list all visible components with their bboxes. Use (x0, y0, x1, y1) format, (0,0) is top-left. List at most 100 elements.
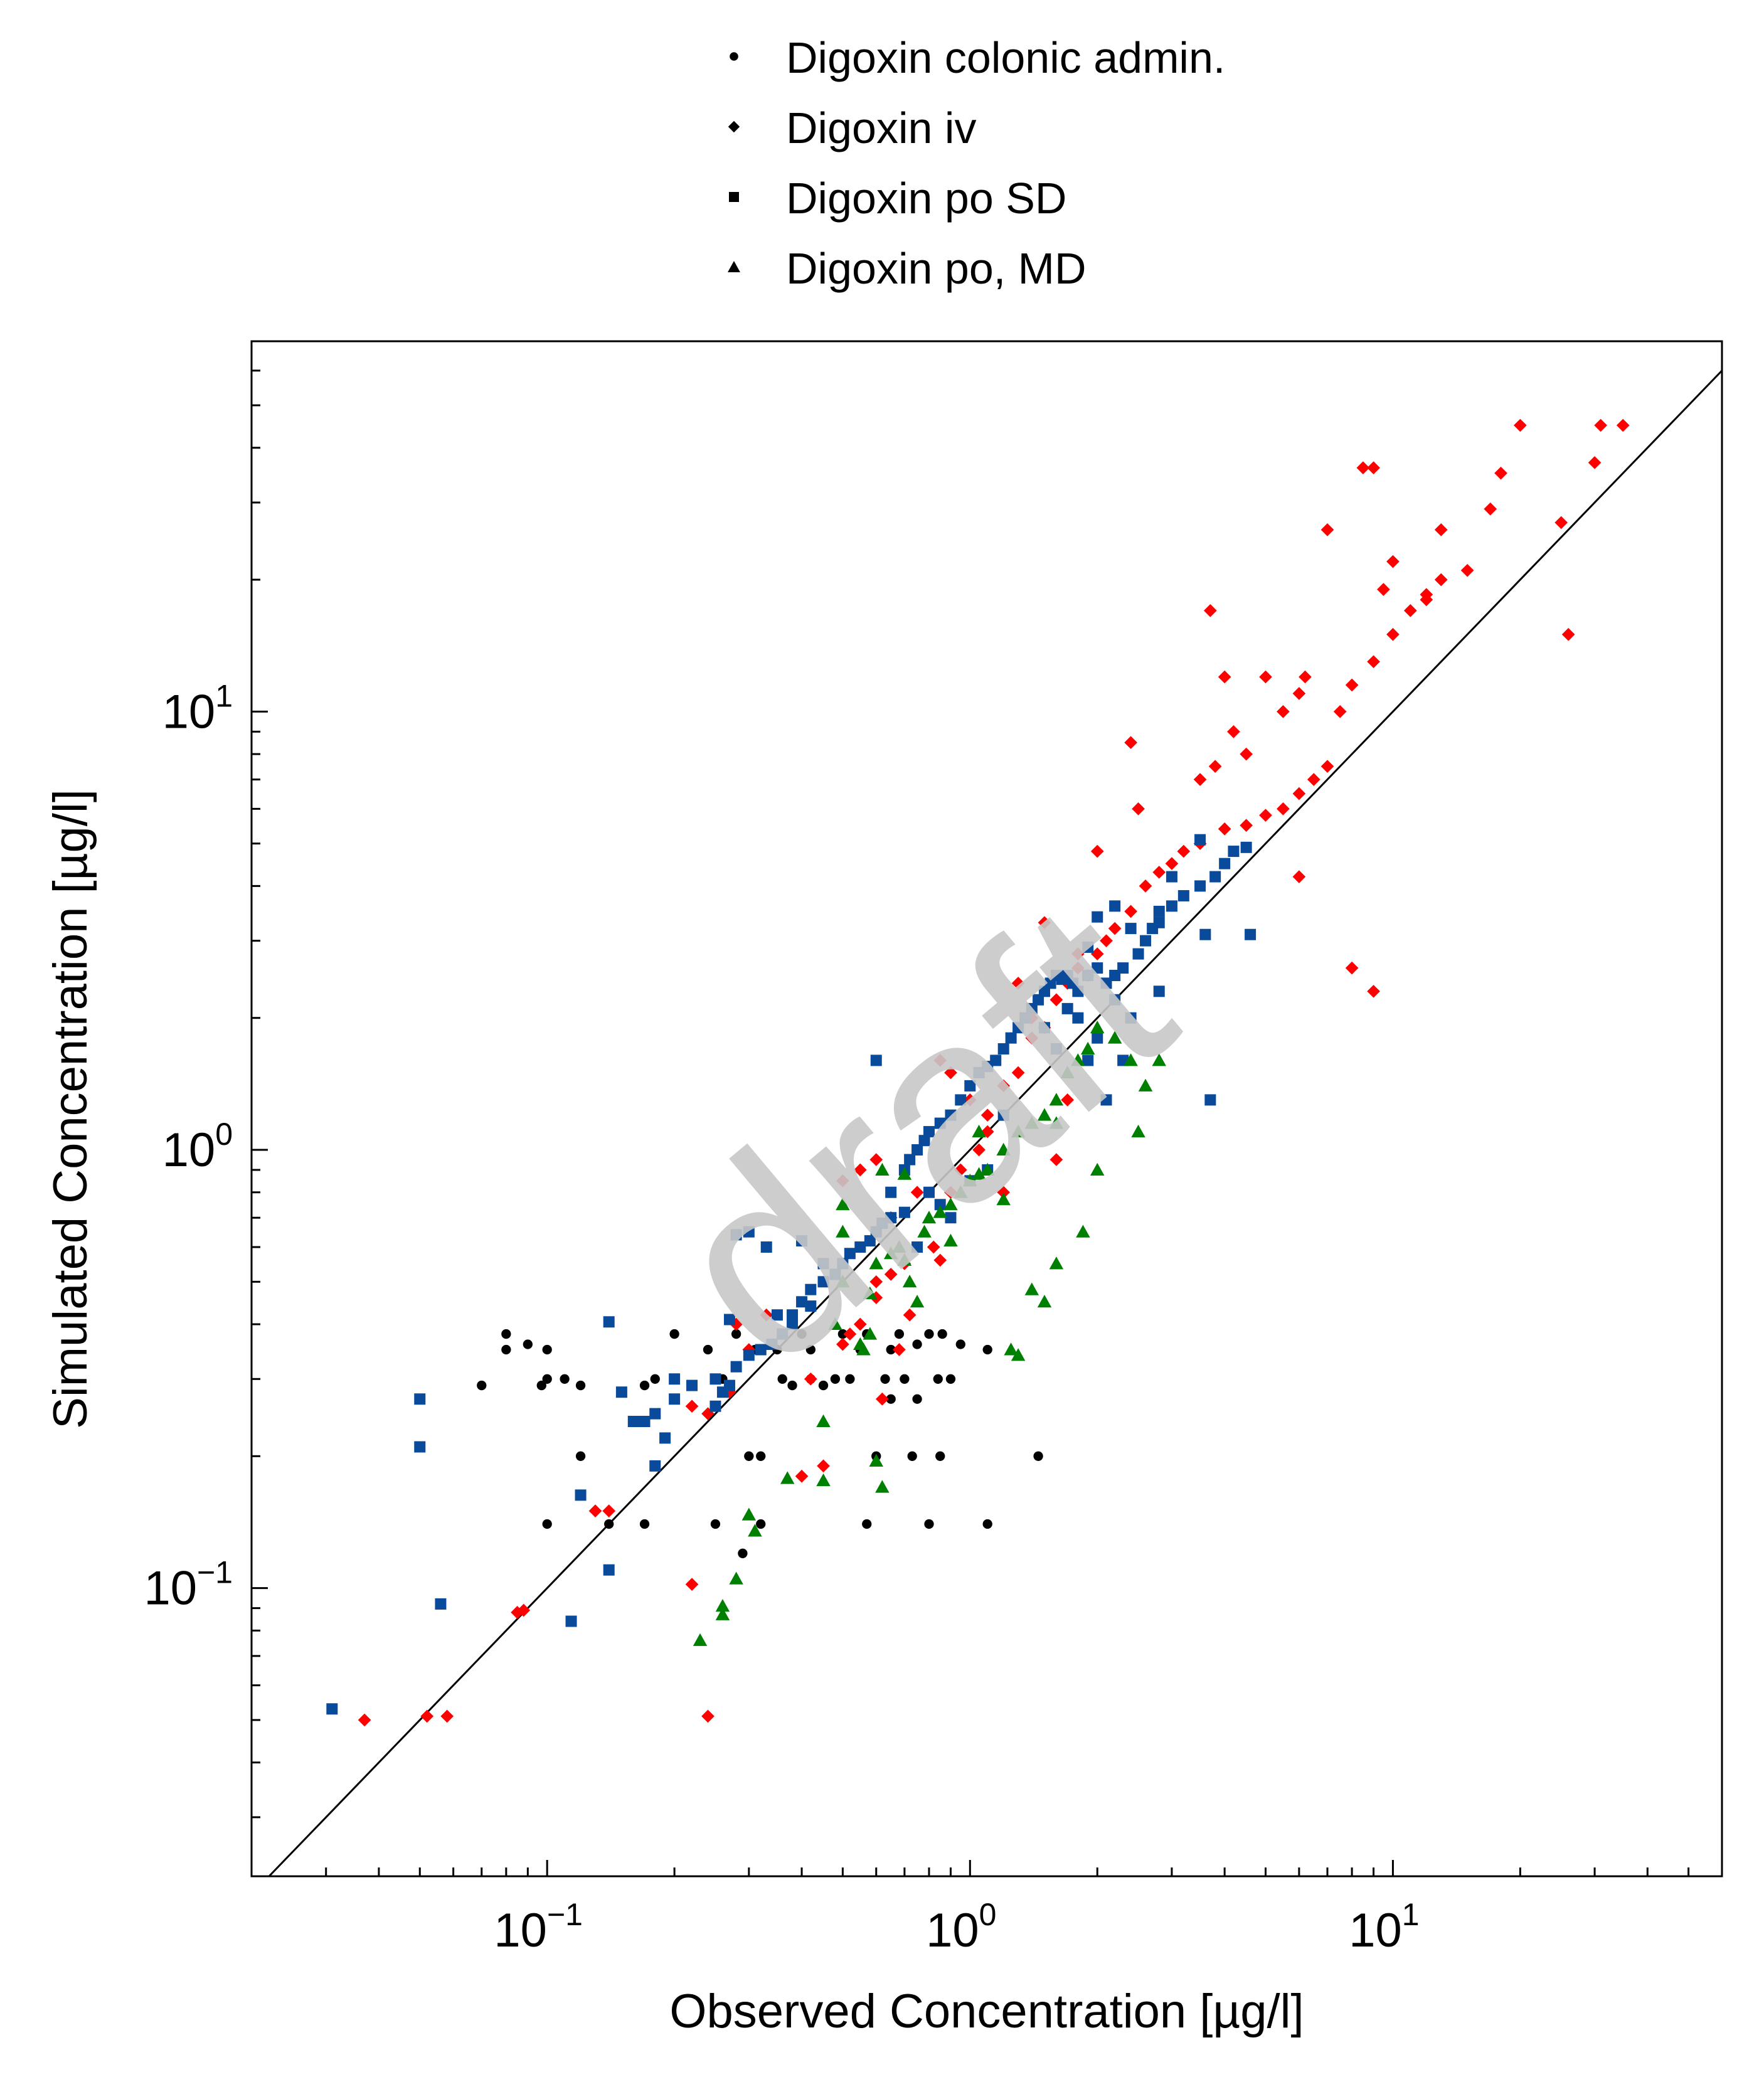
data-point (440, 1709, 454, 1723)
data-point (797, 1329, 807, 1339)
data-point (1218, 670, 1231, 684)
data-point (1152, 1053, 1166, 1066)
legend-marker (730, 52, 738, 61)
data-point (743, 1226, 755, 1238)
data-point (1227, 725, 1240, 738)
data-point (1090, 844, 1104, 858)
legend-marker (728, 261, 740, 272)
data-point (990, 1054, 1002, 1066)
data-point (933, 1374, 943, 1384)
data-point (1124, 1053, 1138, 1066)
data-point (615, 1386, 627, 1398)
data-point (1049, 993, 1063, 1007)
data-point (1005, 1032, 1017, 1044)
data-point (912, 1394, 922, 1404)
data-point (501, 1344, 511, 1355)
data-point (1082, 941, 1094, 953)
data-point (603, 1564, 615, 1576)
data-point (575, 1489, 587, 1501)
data-point (982, 1519, 992, 1529)
data-point (703, 1344, 713, 1355)
data-point (1594, 418, 1608, 432)
data-point (1386, 628, 1400, 641)
data-point (1277, 705, 1290, 718)
data-point (843, 1327, 857, 1341)
data-point (649, 1460, 661, 1472)
data-point (1049, 1093, 1064, 1106)
data-point (326, 1703, 338, 1715)
data-point (1138, 1078, 1153, 1092)
data-point (1277, 802, 1290, 815)
data-point (1484, 502, 1497, 516)
data-point (1514, 418, 1527, 432)
x-tick-label: 101 (1349, 1897, 1419, 1957)
data-point (755, 1344, 767, 1356)
data-point (1420, 588, 1433, 602)
data-point (854, 1241, 866, 1253)
data-point (748, 1524, 762, 1537)
data-point (1038, 916, 1051, 930)
data-point (816, 1414, 831, 1427)
y-tick-label: 101 (162, 678, 233, 738)
data-point (659, 1432, 671, 1444)
data-point (1100, 977, 1112, 989)
data-point (944, 1186, 957, 1199)
data-point (1153, 916, 1165, 928)
data-point (1124, 736, 1137, 750)
y-axis-label: Simulated Concentration [µg/l] (44, 789, 97, 1429)
data-point (1386, 555, 1400, 568)
data-point (1061, 1002, 1073, 1014)
data-point (817, 1459, 830, 1473)
data-point (837, 1329, 848, 1339)
data-point (963, 1174, 977, 1187)
data-point (830, 1374, 841, 1384)
data-point (588, 1504, 602, 1517)
data-point (1367, 461, 1380, 475)
data-point (1108, 922, 1122, 935)
data-point (1033, 1451, 1043, 1461)
data-point (1554, 516, 1568, 529)
data-point (885, 1186, 897, 1198)
data-point (927, 1240, 940, 1254)
data-point (892, 1240, 906, 1253)
data-point (880, 1374, 890, 1384)
data-point (902, 1275, 917, 1288)
data-points (326, 418, 1630, 1727)
data-point (911, 1144, 923, 1156)
data-point (935, 1451, 945, 1461)
data-point (685, 1400, 699, 1413)
data-point (650, 1374, 660, 1384)
tick-labels: 10−1 100 101 10−1 100 101 (144, 678, 1419, 1957)
data-point (715, 1607, 730, 1620)
data-point (760, 1308, 773, 1322)
y-tick-label: 10−1 (144, 1555, 233, 1615)
data-point (945, 1109, 957, 1121)
data-point (1561, 628, 1575, 641)
data-point (945, 1212, 957, 1224)
data-point (795, 1469, 809, 1483)
data-point (1080, 1041, 1095, 1055)
data-point (918, 1135, 930, 1147)
data-point (886, 1344, 896, 1355)
data-point (771, 1309, 783, 1321)
data-point (972, 1167, 986, 1180)
data-point (1071, 961, 1085, 975)
data-point (517, 1603, 531, 1617)
y-tick-label: 100 (162, 1117, 233, 1177)
data-point (477, 1380, 487, 1391)
data-point (1132, 802, 1145, 815)
data-point (756, 1451, 766, 1461)
data-point (923, 1186, 935, 1198)
data-point (639, 1415, 651, 1427)
data-point (542, 1519, 552, 1529)
data-point (1152, 866, 1166, 879)
data-point (955, 1339, 965, 1349)
data-point (912, 1339, 922, 1349)
data-point (924, 1519, 934, 1529)
data-point (1125, 923, 1137, 935)
data-point (1092, 962, 1103, 974)
data-point (1616, 418, 1630, 432)
data-point (1292, 787, 1306, 800)
data-point (693, 1633, 708, 1646)
data-point (943, 1233, 958, 1247)
